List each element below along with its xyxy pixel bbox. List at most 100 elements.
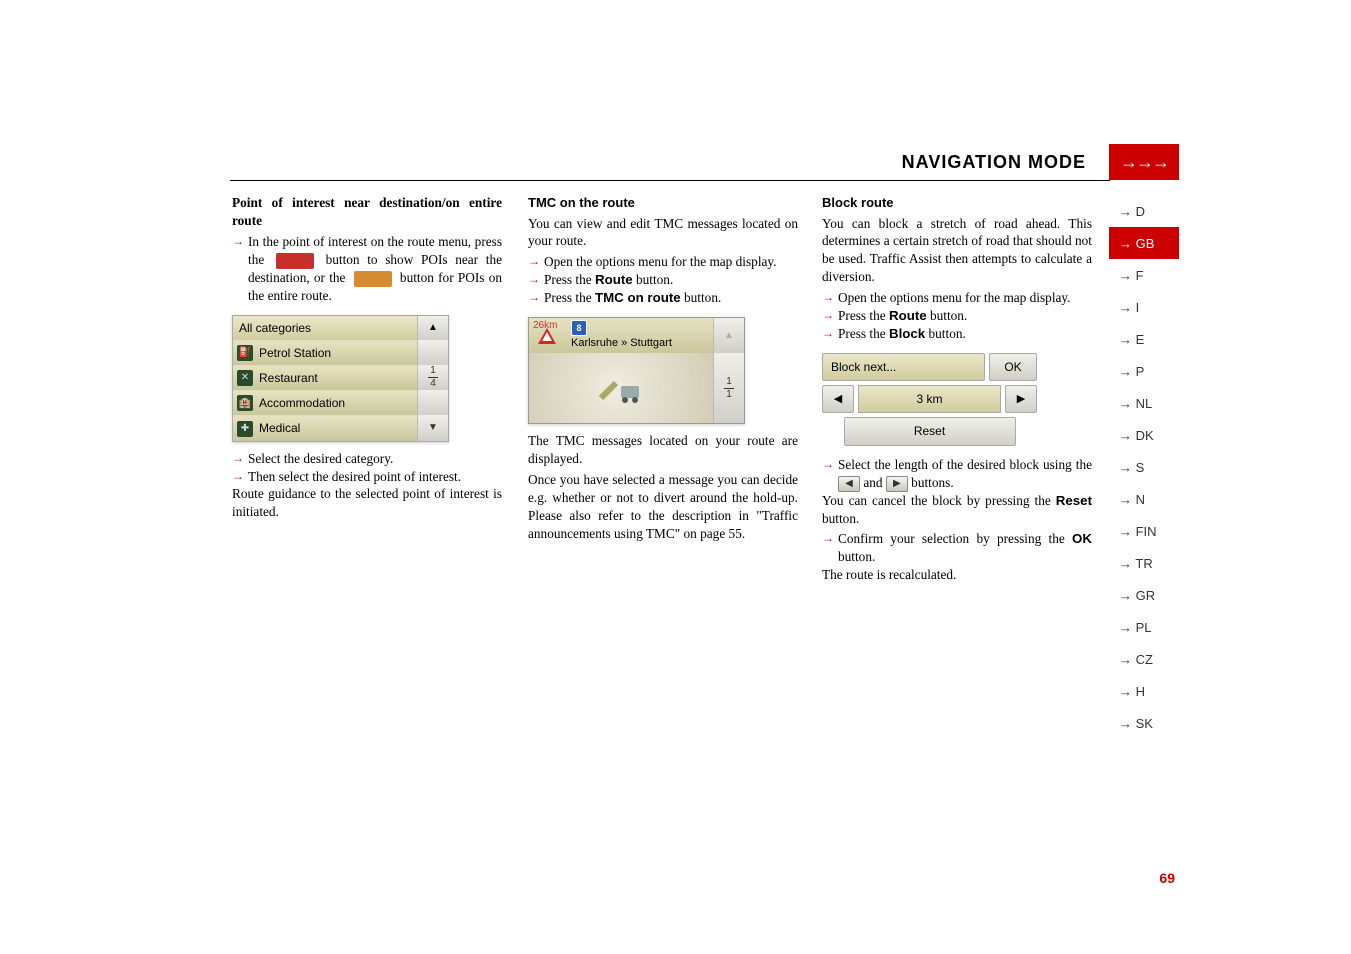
- language-item[interactable]: → H: [1109, 675, 1179, 707]
- page-fraction[interactable]: 14: [417, 365, 448, 390]
- col2-p1: You can view and edit TMC messages locat…: [528, 215, 798, 251]
- route-label: Route: [595, 272, 633, 287]
- category-item[interactable]: 🏨 Accommodation: [233, 390, 417, 415]
- t: Press the: [838, 326, 889, 341]
- category-icon: 🏨: [237, 395, 253, 411]
- language-item[interactable]: → S: [1109, 451, 1179, 483]
- category-label: Petrol Station: [259, 345, 331, 361]
- column-3: Block route You can block a stretch of r…: [822, 194, 1092, 587]
- block-next-button[interactable]: Block next...: [822, 353, 985, 381]
- arrow-icon: →: [822, 289, 834, 307]
- category-item[interactable]: ⛽ Petrol Station: [233, 340, 417, 365]
- scroll-down-button[interactable]: ▼: [417, 415, 448, 440]
- col3-p1: You can block a stretch of road ahead. T…: [822, 215, 1092, 287]
- block-route-panel: Block next... OK ◀ 3 km ▶ Reset: [822, 353, 1037, 446]
- road-shield-icon: 8: [571, 320, 587, 336]
- tmc-label: TMC on route: [595, 290, 681, 305]
- right-arrow-button[interactable]: ▶: [886, 476, 908, 492]
- scroll-up-button[interactable]: ▲: [713, 318, 744, 353]
- category-icon: ✕: [237, 370, 253, 386]
- language-item[interactable]: → GR: [1109, 579, 1179, 611]
- block-label: Block: [889, 326, 925, 341]
- d: 1: [726, 389, 732, 400]
- increase-button[interactable]: ▶: [1005, 385, 1037, 413]
- arrow-icon: →: [232, 468, 244, 486]
- arrow-icon: →: [822, 456, 834, 492]
- map-thumbnail: [529, 353, 713, 423]
- language-item[interactable]: → E: [1109, 323, 1179, 355]
- category-label: Accommodation: [259, 395, 345, 411]
- language-item[interactable]: → GB: [1109, 227, 1179, 259]
- t: button.: [633, 272, 674, 287]
- poi-dest-icon: [276, 253, 314, 269]
- col2-heading: TMC on the route: [528, 194, 798, 212]
- col2-step1: Open the options menu for the map displa…: [544, 253, 798, 271]
- column-2: TMC on the route You can view and edit T…: [528, 194, 798, 546]
- language-item[interactable]: → CZ: [1109, 643, 1179, 675]
- col3-heading: Block route: [822, 194, 1092, 212]
- language-item[interactable]: → F: [1109, 259, 1179, 291]
- categories-title[interactable]: All categories: [233, 316, 417, 340]
- arrow-icon: →: [528, 289, 540, 307]
- col1-step1: → In the point of interest on the route …: [232, 233, 502, 305]
- categories-list: All categories ▲ ⛽ Petrol Station ✕ Restaur…: [232, 315, 449, 442]
- category-icon: ⛽: [237, 345, 253, 361]
- navigation-mode-title: NAVIGATION MODE: [902, 152, 1086, 173]
- header-arrows-badge: →→→: [1109, 144, 1179, 180]
- t: Select the length of the desired block u…: [838, 457, 1092, 472]
- col2-p2: The TMC messages located on your route a…: [528, 432, 798, 468]
- col1-step2: Select the desired category.: [248, 450, 502, 468]
- language-item[interactable]: → N: [1109, 483, 1179, 515]
- language-item[interactable]: → TR: [1109, 547, 1179, 579]
- t: button.: [925, 326, 966, 341]
- language-item[interactable]: → SK: [1109, 707, 1179, 739]
- route-label: Route: [889, 308, 927, 323]
- language-item[interactable]: → D: [1109, 195, 1179, 227]
- col3-p2: You can cancel the block by pressing the…: [822, 492, 1092, 528]
- traffic-icon: [591, 368, 651, 408]
- t: button.: [838, 549, 875, 564]
- scroll-spacer: [417, 390, 448, 415]
- tmc-distance: 26km: [533, 319, 557, 333]
- col3-step1: Open the options menu for the map displa…: [838, 289, 1092, 307]
- t: Confirm your selection by pressing the: [838, 531, 1072, 546]
- col2-p3: Once you have selected a message you can…: [528, 471, 798, 543]
- arrow-icon: →: [822, 530, 834, 566]
- decrease-button[interactable]: ◀: [822, 385, 854, 413]
- language-item[interactable]: → DK: [1109, 419, 1179, 451]
- page-number: 69: [1159, 870, 1175, 886]
- t: and: [860, 475, 886, 490]
- language-item[interactable]: → P: [1109, 355, 1179, 387]
- category-label: Medical: [259, 420, 300, 436]
- reset-label: Reset: [1056, 493, 1092, 508]
- language-item[interactable]: → PL: [1109, 611, 1179, 643]
- reset-button[interactable]: Reset: [844, 417, 1016, 445]
- category-item[interactable]: ✚ Medical: [233, 415, 417, 440]
- left-arrow-button[interactable]: ◀: [838, 476, 860, 492]
- n: 1: [726, 376, 732, 387]
- category-label: Restaurant: [259, 370, 318, 386]
- scroll-up-button[interactable]: ▲: [417, 316, 448, 340]
- t: You can cancel the block by pressing the: [822, 493, 1056, 508]
- category-item[interactable]: ✕ Restaurant: [233, 365, 417, 390]
- col1-heading: Point of interest near destination/on en…: [232, 194, 502, 230]
- language-item[interactable]: → I: [1109, 291, 1179, 323]
- col3-p3: The route is recalculated.: [822, 566, 1092, 584]
- col2-step3: Press the TMC on route button.: [544, 289, 798, 307]
- tmc-preview: 8 Karlsruhe » Stuttgart ▲ 26km 1 1: [528, 317, 745, 424]
- tmc-info[interactable]: 8 Karlsruhe » Stuttgart: [565, 318, 713, 353]
- language-item[interactable]: → FIN: [1109, 515, 1179, 547]
- language-item[interactable]: → NL: [1109, 387, 1179, 419]
- language-sidebar: → D→ GB→ F→ I→ E→ P→ NL→ DK→ S→ N→ FIN→ …: [1109, 195, 1179, 739]
- ok-button[interactable]: OK: [989, 353, 1037, 381]
- arrow-icon: →: [232, 233, 244, 305]
- category-icon: ✚: [237, 421, 253, 437]
- header-rule: [230, 180, 1110, 181]
- block-distance: 3 km: [858, 385, 1001, 413]
- arrow-icon: →: [528, 271, 540, 289]
- t: Press the: [838, 308, 889, 323]
- t: Press the: [544, 290, 595, 305]
- col3-step3: Press the Block button.: [838, 325, 1092, 343]
- t: button.: [927, 308, 968, 323]
- arrow-icon: →: [232, 450, 244, 468]
